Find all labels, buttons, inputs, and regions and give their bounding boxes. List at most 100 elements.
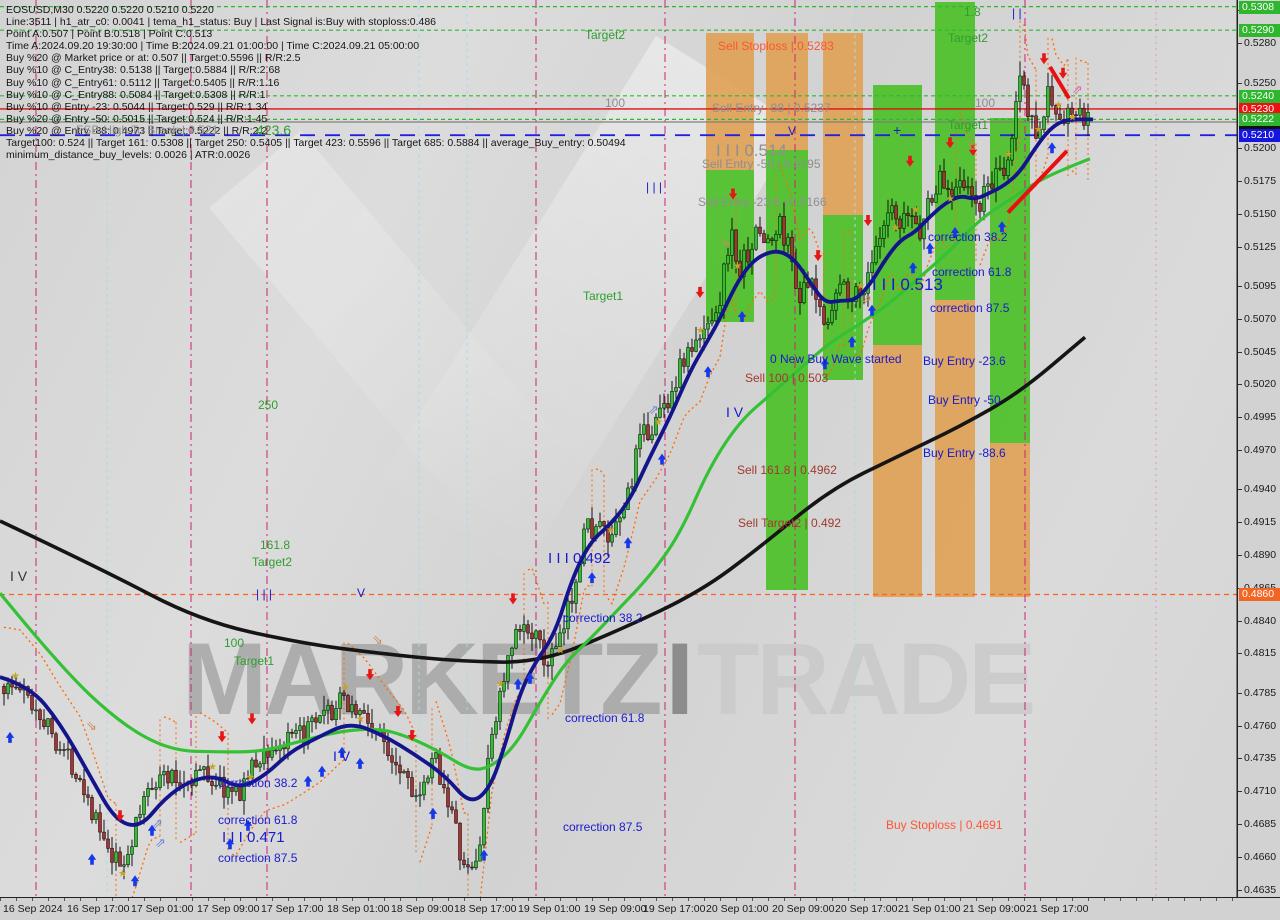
chart-annotation: I I I 0.514 [716, 141, 787, 161]
price-badge: 0.4860 [1239, 588, 1280, 601]
time-axis-label: 16 Sep 17:00 [67, 903, 130, 915]
chart-annotation: V [357, 585, 366, 600]
price-tick: 0.4995 [1238, 411, 1280, 423]
chart-annotation: ⇗ [1072, 81, 1083, 97]
chart-annotation: I V [726, 404, 744, 421]
chart-annotation: ⇗ [152, 815, 163, 831]
chart-annotation: Sell Entry -23.6 | 0.5166 [698, 194, 827, 209]
chart-annotation: correction 61.8 [565, 710, 645, 725]
price-badge: 0.5230 [1239, 102, 1280, 116]
chart-annotation: Sell Target2 | 0.492 [738, 515, 841, 530]
chart-annotation: | | [1012, 5, 1022, 20]
price-tick: 0.4635 [1238, 884, 1280, 896]
info-line-12: minimum_distance_buy_levels: 0.0026 | AT… [6, 149, 251, 162]
chart-annotation: ⇘ [86, 717, 97, 733]
chart-annotation: Buy Stoploss | 0.4691 [886, 817, 1003, 832]
price-tick: 0.4685 [1238, 818, 1280, 830]
chart-annotation: Buy Entry -50 [928, 392, 1001, 407]
time-axis-label: 21 Sep 17:00 [1026, 903, 1089, 915]
chart-annotation: 1.8 [964, 4, 981, 19]
chart-annotation: I I I 0.492 [548, 549, 611, 567]
info-line-10: Buy %20 @ Entry -88: 0.4973 || Target:0.… [6, 124, 268, 137]
chart-annotation: Target1 [583, 288, 624, 303]
info-line-5: Buy %10 @ C_Entry38: 0.5138 || Target:0.… [6, 64, 281, 77]
info-line-6: Buy %10 @ C_Entry61: 0.5112 || Target:0.… [6, 76, 280, 89]
time-axis-label: 16 Sep 2024 [3, 903, 63, 915]
chart-annotation: ⇗ [155, 834, 166, 850]
svg-text:★: ★ [496, 679, 505, 690]
chart-annotation: Target2 [948, 30, 989, 45]
time-axis-label: 20 Sep 09:00 [772, 903, 835, 915]
chart-annotation: correction 87.5 [218, 850, 298, 865]
info-line-1: Line:3511 | h1_atr_c0: 0.0041 | tema_h1_… [6, 16, 437, 29]
chart-annotation: I V [10, 568, 28, 585]
svg-text:★: ★ [606, 525, 615, 536]
chart-annotation: Sell Entry -88 | 0.5237 [712, 100, 831, 115]
chart-annotation: Sell 161.8 | 0.4962 [737, 462, 837, 477]
price-tick: 0.5200 [1238, 142, 1280, 154]
chart-annotation: 250 [258, 397, 279, 412]
time-axis-label: 19 Sep 09:00 [584, 903, 647, 915]
price-badge: 0.5240 [1239, 89, 1280, 103]
price-tick: 0.5250 [1238, 77, 1280, 89]
svg-text:★: ★ [1034, 125, 1043, 136]
svg-text:★: ★ [911, 205, 920, 216]
chart-annotation: Target1 [948, 117, 989, 132]
chart-annotation: ⇗ [861, 291, 872, 307]
svg-text:★: ★ [1004, 150, 1013, 161]
svg-text:★: ★ [696, 326, 705, 337]
price-tick: 0.4815 [1238, 647, 1280, 659]
chart-annotation: 423.6 [256, 122, 292, 139]
svg-text:★: ★ [856, 281, 865, 292]
price-badge: 0.5210 [1239, 129, 1280, 142]
chart-annotation: Target2 [585, 27, 626, 42]
indicator-info-block: EOSUSD,M30 0.5220 0.5220 0.5210 0.5220 Li… [6, 4, 626, 161]
chart-annotation: V [788, 123, 797, 138]
price-tick: 0.4785 [1238, 687, 1280, 699]
info-line-3: Time A:2024.09.20 19:30:00 | Time B:2024… [6, 40, 420, 53]
time-axis-label: 17 Sep 01:00 [131, 903, 194, 915]
price-tick: 0.5175 [1238, 175, 1280, 187]
svg-text:★: ★ [208, 762, 217, 773]
svg-text:★: ★ [246, 773, 255, 784]
price-axis[interactable]: 0.53050.52800.52500.52000.51750.51500.51… [1237, 0, 1280, 897]
chart-annotation: 161.8 [260, 537, 291, 552]
info-line-11: Target100: 0.524 || Target 161: 0.5308 |… [6, 137, 626, 150]
time-axis-label: 18 Sep 01:00 [327, 903, 390, 915]
svg-text:★: ★ [356, 714, 365, 725]
price-badge: 0.5290 [1239, 24, 1280, 37]
time-axis-label: 20 Sep 01:00 [706, 903, 769, 915]
time-axis-label: 17 Sep 09:00 [197, 903, 260, 915]
price-tick: 0.4710 [1238, 785, 1280, 797]
svg-text:★: ★ [118, 868, 127, 879]
chart-annotation: correction 87.5 [563, 819, 643, 834]
chart-annotation: correction 87.5 [930, 300, 1010, 315]
chart-annotation: ⇘ [720, 234, 731, 250]
price-tick: 0.4760 [1238, 720, 1280, 732]
time-axis-label: 18 Sep 09:00 [391, 903, 454, 915]
price-tick: 0.5045 [1238, 346, 1280, 358]
svg-text:★: ★ [11, 671, 20, 682]
price-tick: 0.4970 [1238, 444, 1280, 456]
chart-annotation: I I I 0.471 [222, 828, 285, 846]
chart-annotation: Target1 [234, 653, 275, 668]
price-tick: 0.4890 [1238, 549, 1280, 561]
price-tick: 0.4660 [1238, 851, 1280, 863]
time-axis[interactable]: 16 Sep 2024 16 Sep 17:00 17 Sep 01:00 17 Se… [0, 897, 1280, 920]
time-axis-label: 19 Sep 01:00 [518, 903, 581, 915]
price-tick: 0.4840 [1238, 615, 1280, 627]
svg-text:★: ★ [556, 645, 565, 656]
chart-annotation: Sell Stoploss | 0.5283 [718, 38, 834, 53]
chart-annotation: Target2 [252, 554, 293, 569]
time-axis-label: 19 Sep 17:00 [643, 903, 706, 915]
price-badge: 0.5222 [1239, 112, 1280, 126]
price-tick: 0.5280 [1238, 37, 1280, 49]
time-axis-ticks [0, 898, 1237, 901]
chart-annotation: ⇘ [966, 137, 977, 153]
info-line-0: EOSUSD,M30 0.5220 0.5220 0.5210 0.5220 [6, 4, 214, 16]
svg-text:★: ★ [654, 417, 663, 428]
price-tick: 0.5095 [1238, 280, 1280, 292]
info-line-4: Buy %20 @ Market price or at: 0.507 || T… [6, 52, 301, 65]
